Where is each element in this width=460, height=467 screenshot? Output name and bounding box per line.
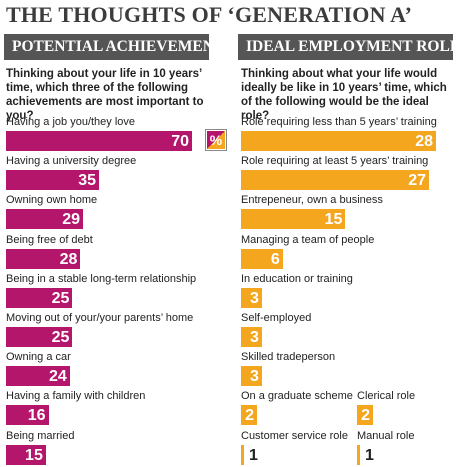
role-value: 3 bbox=[249, 329, 259, 346]
role-value: 3 bbox=[249, 368, 259, 386]
percent-badge-background bbox=[207, 131, 225, 149]
potential-achievements-header: POTENTIAL ACHIEVEMENTS bbox=[4, 34, 233, 60]
role-bar bbox=[241, 170, 430, 191]
employment-question: Thinking about what your life would idea… bbox=[241, 68, 447, 122]
achievement-value: 70 bbox=[171, 133, 189, 150]
achievement-value: 24 bbox=[48, 368, 67, 386]
role-bar bbox=[357, 405, 373, 426]
role-value: 27 bbox=[408, 172, 427, 190]
achievement-label: Being in a stable long-term relationship bbox=[6, 272, 197, 285]
role-label: Entrepeneur, own a business bbox=[241, 194, 383, 207]
role-bar bbox=[241, 131, 436, 151]
achievement-label: Having a university degree bbox=[6, 155, 137, 168]
role-bar bbox=[241, 366, 262, 387]
role-label: Manual role bbox=[357, 429, 415, 442]
role-label: Self-employed bbox=[241, 312, 312, 324]
percent-symbol: % bbox=[209, 132, 223, 148]
achievement-bar bbox=[6, 248, 81, 269]
achievement-label: Having a family with children bbox=[6, 390, 146, 403]
role-value: 1 bbox=[249, 446, 258, 464]
achievement-value: 15 bbox=[25, 446, 43, 464]
role-value: 2 bbox=[361, 407, 370, 425]
achievement-value: 35 bbox=[78, 172, 96, 190]
achievement-bar bbox=[6, 170, 99, 191]
achievement-value: 25 bbox=[51, 289, 70, 307]
achievement-label: Being married bbox=[6, 429, 75, 442]
achievement-value: 28 bbox=[59, 250, 78, 268]
role-bar bbox=[241, 444, 244, 465]
role-value: 28 bbox=[415, 133, 433, 150]
role-bar bbox=[241, 209, 346, 230]
role-label: Customer service role bbox=[241, 429, 348, 442]
achievement-label: Having a job you/they love bbox=[6, 116, 136, 128]
ideal-employment-role-header: IDEAL EMPLOYMENT ROLE bbox=[238, 34, 460, 60]
achievement-label: Being free of debt bbox=[6, 233, 93, 246]
achievement-bar bbox=[6, 131, 192, 151]
role-value: 1 bbox=[365, 446, 374, 464]
role-value: 6 bbox=[270, 250, 280, 268]
achievement-value: 25 bbox=[51, 329, 70, 346]
achievement-bar bbox=[6, 366, 70, 387]
role-value: 2 bbox=[245, 407, 254, 425]
achievement-label: Owning own home bbox=[6, 194, 98, 207]
achievement-bar bbox=[6, 405, 49, 426]
role-label: Managing a team of people bbox=[241, 233, 375, 246]
role-bar bbox=[357, 444, 360, 465]
role-label: Role requiring less than 5 years’ traini… bbox=[241, 116, 437, 128]
achievement-bar bbox=[6, 327, 73, 347]
achievement-label: Moving out of your/your parents’ home bbox=[6, 312, 194, 324]
achievement-value: 29 bbox=[62, 211, 81, 229]
role-label: On a graduate scheme bbox=[241, 390, 353, 403]
achievements-question: Thinking about your life in 10 years’ ti… bbox=[6, 68, 204, 122]
role-bar bbox=[241, 327, 262, 347]
percent-badge: % bbox=[205, 129, 227, 151]
page-title: THE THOUGHTS OF ‘GENERATION A’ bbox=[6, 2, 413, 27]
role-value: 15 bbox=[324, 211, 343, 229]
role-bar bbox=[241, 405, 257, 426]
role-bar bbox=[241, 248, 283, 269]
role-bar bbox=[241, 287, 262, 308]
role-label: Clerical role bbox=[357, 390, 416, 403]
role-label: Role requiring at least 5 years’ trainin… bbox=[241, 155, 429, 168]
role-value: 3 bbox=[249, 289, 259, 307]
achievement-bar bbox=[6, 209, 84, 230]
achievement-value: 16 bbox=[27, 407, 46, 425]
achievement-bar bbox=[6, 287, 73, 308]
role-label: Skilled tradeperson bbox=[241, 351, 336, 364]
role-label: In education or training bbox=[241, 272, 353, 285]
achievement-label: Owning a car bbox=[6, 351, 71, 364]
achievement-bar bbox=[6, 444, 46, 465]
